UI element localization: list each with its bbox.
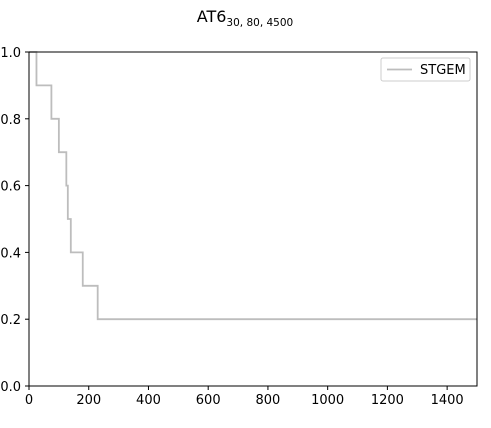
series-line-stgem [29, 51, 477, 321]
x-tick-label: 200 [76, 393, 101, 408]
y-tick-label: 0.6 [0, 180, 21, 195]
y-tick-label: 0.8 [0, 113, 21, 128]
x-tick-label: 400 [136, 393, 161, 408]
legend-box [380, 57, 471, 82]
x-tick-label: 0 [25, 393, 33, 408]
chart-title: AT630, 80, 4500 [197, 7, 293, 29]
plot-area: 0 200 400 600 800 1000 1200 1400 0.0 0.2 0.4 0.6 0.8… [0, 46, 478, 408]
y-tick-label: 0.0 [0, 380, 21, 395]
chart-title-main: AT6 [197, 7, 227, 26]
legend: STGEM [380, 57, 471, 82]
legend-label: STGEM [420, 63, 466, 78]
y-tick-label: 1.0 [0, 46, 21, 61]
y-tick-label: 0.4 [0, 246, 21, 261]
y-tick-label: 0.2 [0, 313, 21, 328]
x-tick-label: 1000 [311, 393, 344, 408]
axes-frame [28, 51, 478, 387]
x-tick-label: 800 [256, 393, 281, 408]
x-tick-label: 600 [196, 393, 221, 408]
chart-title-subscript: 30, 80, 4500 [226, 17, 293, 29]
x-tick-label: 1400 [431, 393, 464, 408]
x-tick-label: 1200 [371, 393, 404, 408]
